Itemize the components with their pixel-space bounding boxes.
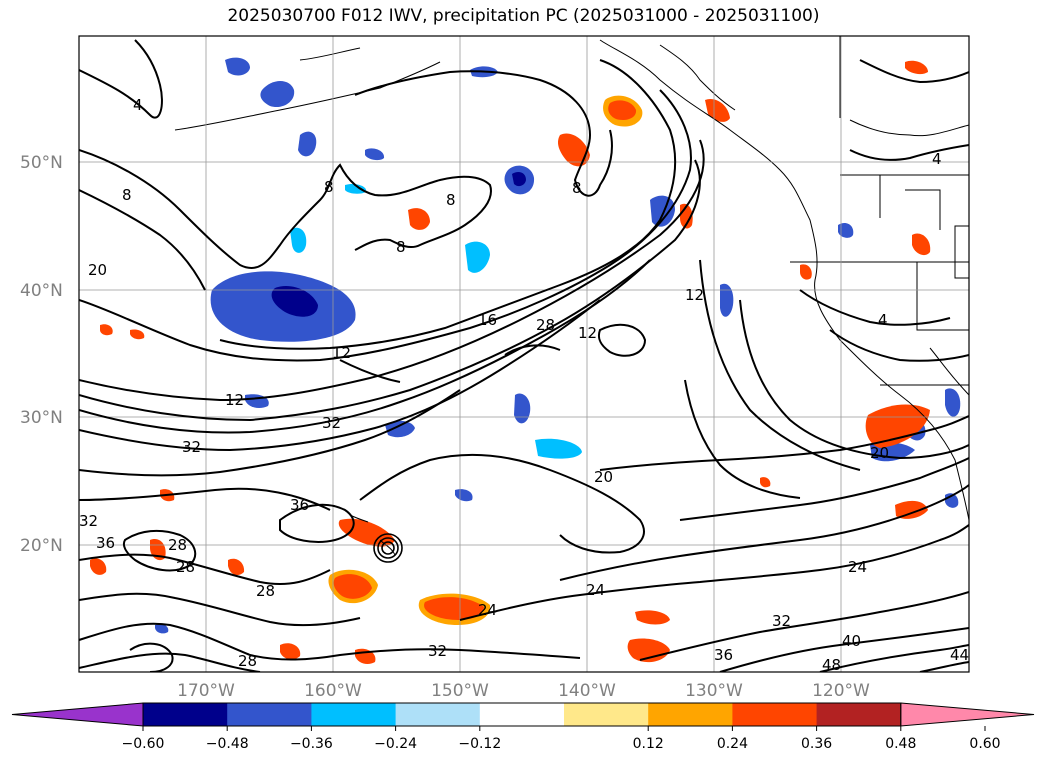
contour-label: 28 — [168, 536, 187, 554]
latitude-label: 40°N — [20, 281, 63, 301]
colorbar — [11, 702, 1035, 727]
longitude-labels: 170°W 160°W 150°W 140°W 130°W 120°W — [177, 681, 870, 701]
latitude-label: 20°N — [20, 536, 63, 556]
map-frame — [78, 35, 970, 673]
contour-label: 8 — [446, 191, 456, 209]
colorbar-tick-label: 0.36 — [801, 736, 832, 752]
iwv-contours — [79, 39, 969, 672]
contour-label: 12 — [225, 391, 244, 409]
contour-label: 32 — [322, 414, 341, 432]
colorbar-extend-max — [900, 702, 1035, 727]
contour-label: 8 — [324, 178, 334, 196]
longitude-label: 160°W — [304, 681, 362, 701]
colorbar-tick-label: 0.12 — [633, 736, 664, 752]
precipitation-positive — [90, 60, 931, 664]
contour-label: 24 — [848, 558, 867, 576]
colorbar-ticks: −0.60 −0.48 −0.36 −0.24 −0.12 0.12 0.24 0.36 0.4… — [122, 726, 1001, 752]
colorbar-extend-min — [11, 702, 144, 727]
latitude-label: 50°N — [20, 153, 63, 173]
colorbar-segment — [564, 703, 649, 726]
contour-label: 32 — [182, 438, 201, 456]
longitude-label: 130°W — [685, 681, 743, 701]
colorbar-segment — [648, 703, 733, 726]
contour-label: 12 — [685, 286, 704, 304]
longitude-label: 170°W — [177, 681, 235, 701]
colorbar-segment — [732, 703, 818, 726]
contour-label: 4 — [133, 96, 143, 114]
contour-label: 12 — [332, 344, 351, 362]
longitude-label: 140°W — [558, 681, 616, 701]
colorbar-tick-label: 0.48 — [885, 736, 916, 752]
contour-label: 40 — [842, 632, 861, 650]
hawaii-contour-cluster — [373, 533, 403, 563]
latitude-labels: 50°N 40°N 30°N 20°N — [20, 153, 63, 556]
contour-label: 12 — [578, 324, 597, 342]
contour-label: 28 — [536, 316, 555, 334]
contour-label: 32 — [772, 612, 791, 630]
longitude-label: 150°W — [431, 681, 489, 701]
coastlines — [174, 36, 969, 556]
colorbar-tick-label: −0.60 — [122, 736, 165, 752]
colorbar-frame — [142, 702, 902, 727]
colorbar-tick-label: 0.24 — [717, 736, 748, 752]
colorbar-segment — [227, 703, 312, 726]
contour-label: 32 — [428, 642, 447, 660]
contour-label: 36 — [290, 496, 309, 514]
contour-label: 28 — [238, 652, 257, 670]
contour-label: 20 — [88, 261, 107, 279]
contour-label: 24 — [586, 581, 605, 599]
longitude-label: 120°W — [812, 681, 870, 701]
contour-label: 48 — [822, 656, 841, 674]
colorbar-segment — [311, 703, 397, 726]
contour-label: 32 — [79, 512, 98, 530]
contour-label: 8 — [122, 186, 132, 204]
latitude-label: 30°N — [20, 408, 63, 428]
colorbar-tick-label: −0.24 — [374, 736, 417, 752]
colorbar-tick-label: −0.36 — [290, 736, 333, 752]
contour-label: 16 — [478, 311, 497, 329]
precipitation-negative — [155, 57, 961, 634]
contour-label: 28 — [176, 558, 195, 576]
colorbar-segment — [479, 703, 565, 726]
contour-label: 36 — [96, 534, 115, 552]
contour-label: 20 — [870, 444, 889, 462]
map-title: 2025030700 F012 IWV, precipitation PC (2… — [227, 6, 820, 26]
colorbar-tick-label: 0.60 — [969, 736, 1000, 752]
colorbar-segment — [143, 703, 228, 726]
colorbar-segment — [816, 703, 902, 726]
contour-label: 44 — [950, 646, 969, 664]
contour-label: 36 — [714, 646, 733, 664]
graticule — [79, 36, 969, 672]
colorbar-segment — [395, 703, 481, 726]
contour-label: 28 — [256, 582, 275, 600]
colorbar-tick-label: −0.12 — [458, 736, 501, 752]
contour-label: 20 — [594, 468, 613, 486]
colorbar-tick-label: −0.48 — [206, 736, 249, 752]
map-area: 4 8 8 8 8 8 12 12 12 12 16 20 20 20 24 2… — [79, 36, 969, 674]
contour-label: 4 — [878, 311, 888, 329]
contour-label: 24 — [478, 601, 497, 619]
contour-label: 8 — [572, 179, 582, 197]
contour-label: 4 — [932, 150, 942, 168]
contour-labels: 4 8 8 8 8 8 12 12 12 12 16 20 20 20 24 2… — [79, 96, 969, 674]
contour-label: 8 — [396, 238, 406, 256]
